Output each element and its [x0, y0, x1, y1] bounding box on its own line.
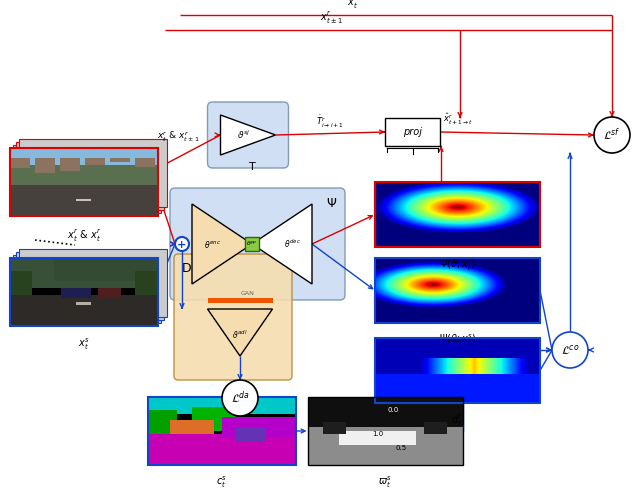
Bar	[19, 249, 167, 317]
Bar	[10, 148, 158, 216]
Text: $x_t^r$ & $x_{t\pm1}^r$: $x_t^r$ & $x_{t\pm1}^r$	[157, 130, 199, 144]
Bar	[10, 258, 158, 326]
FancyBboxPatch shape	[170, 188, 345, 300]
Text: GAN: GAN	[241, 291, 255, 296]
Text: 0.5: 0.5	[396, 445, 406, 451]
Text: $\theta^{dec}$: $\theta^{dec}$	[284, 238, 300, 250]
Circle shape	[594, 117, 630, 153]
Text: $\vartheta^{adl}$: $\vartheta^{adl}$	[232, 329, 248, 341]
Text: $\mathcal{L}^{sf}$: $\mathcal{L}^{sf}$	[604, 126, 621, 143]
Text: 0.0: 0.0	[388, 407, 399, 413]
Bar	[375, 182, 540, 247]
FancyBboxPatch shape	[174, 254, 292, 380]
Bar	[385, 118, 440, 146]
Text: +: +	[177, 240, 187, 249]
Bar	[19, 139, 167, 207]
Text: $\Psi(\theta; x_i^r)$: $\Psi(\theta; x_i^r)$	[439, 257, 476, 273]
Text: $\vartheta^{sj}$: $\vartheta^{sj}$	[237, 129, 251, 141]
Text: $x_t^r$ & $x_{t}^r$: $x_t^r$ & $x_{t}^r$	[67, 228, 101, 244]
Text: $\varpi_t^s$: $\varpi_t^s$	[378, 475, 392, 491]
Polygon shape	[252, 204, 312, 284]
Bar	[13, 255, 161, 323]
Bar	[375, 338, 540, 403]
Circle shape	[175, 237, 189, 251]
Text: $\Psi$: $\Psi$	[326, 197, 337, 210]
Bar	[16, 252, 164, 320]
FancyBboxPatch shape	[207, 102, 289, 168]
Circle shape	[552, 332, 588, 368]
Bar	[207, 298, 273, 303]
Text: $d_t^r$: $d_t^r$	[451, 413, 463, 429]
Text: $\theta^{pp}$: $\theta^{pp}$	[246, 240, 258, 248]
Circle shape	[222, 380, 258, 416]
Text: $x_t^r$: $x_t^r$	[347, 0, 358, 11]
Text: $c_t^s$: $c_t^s$	[216, 475, 228, 491]
Text: T: T	[248, 162, 255, 172]
Bar	[148, 397, 296, 465]
Bar	[245, 237, 259, 251]
Bar	[16, 142, 164, 210]
Text: $\dot{T}_{i\to i+1}^r$: $\dot{T}_{i\to i+1}^r$	[316, 114, 344, 130]
Polygon shape	[221, 115, 275, 155]
Bar	[375, 258, 540, 323]
Text: $\hat{x}_{t+1\to t}^r$: $\hat{x}_{t+1\to t}^r$	[443, 112, 473, 127]
Polygon shape	[207, 309, 273, 356]
Bar	[13, 145, 161, 213]
Text: D: D	[182, 261, 192, 274]
Text: $\Psi(\theta; x_t^s)$: $\Psi(\theta; x_t^s)$	[438, 333, 476, 349]
Text: 1.0: 1.0	[372, 431, 383, 437]
Text: $\mathcal{L}^{co}$: $\mathcal{L}^{co}$	[561, 343, 579, 357]
Polygon shape	[192, 204, 252, 284]
Text: $\mathcal{L}^{da}$: $\mathcal{L}^{da}$	[230, 390, 250, 406]
Text: $\theta^{enc}$: $\theta^{enc}$	[204, 239, 220, 249]
Bar	[308, 397, 463, 465]
Text: $x_{t\pm1}^r$: $x_{t\pm1}^r$	[320, 10, 342, 26]
Text: proj: proj	[403, 127, 422, 137]
Text: $x_t^s$: $x_t^s$	[78, 337, 90, 353]
